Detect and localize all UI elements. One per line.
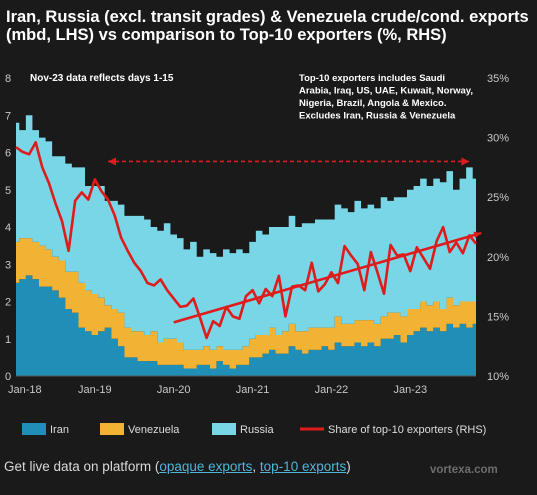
legend-label: Iran [50,424,69,436]
trend-arrowhead [473,231,482,239]
note-right-line: Arabia, Iraq, US, UAE, Kuwait, Norway, [299,86,473,97]
note-right-line: Nigeria, Brazil, Angola & Mexico. [299,98,446,109]
y-left-tick-label: 2 [5,297,11,309]
y-left-tick-label: 4 [5,222,11,234]
note-right: Top-10 exporters includes Saudi Arabia, I… [299,73,473,122]
footer-prefix: Get live data on platform ( [4,459,160,474]
y-right-tick-label: 30% [487,133,509,145]
opaque-exports-link[interactable]: opaque exports [159,459,253,474]
legend-label: Venezuela [128,424,180,436]
legend-label: Russia [240,424,275,436]
trend-line [173,231,482,324]
legend-swatch [212,423,236,435]
share-line [15,141,478,340]
y-right-tick-label: 25% [487,192,509,204]
x-tick-label: Jan-22 [315,384,349,396]
y-right-tick-label: 20% [487,252,509,264]
y-right-tick-label: 10% [487,371,509,383]
legend: Iran Venezuela Russia Share of top-10 expor… [22,423,486,436]
x-tick-label: Jan-20 [157,384,191,396]
y-right-tick-label: 35% [487,73,509,85]
range-arrow-left-head [108,157,116,166]
y-left-tick-label: 0 [5,371,11,383]
y-right-tick-label: 15% [487,311,509,323]
legend-swatch [22,423,46,435]
chart-title: Iran, Russia (excl. transit grades) & Ve… [6,8,529,44]
note-left: Nov-23 data reflects days 1-15 [30,73,174,84]
x-tick-label: Jan-18 [8,384,42,396]
y-left-tick-label: 3 [5,259,11,271]
x-tick-label: Jan-23 [393,384,427,396]
range-arrow-right-head [461,157,470,166]
area-venezuela [16,238,476,369]
footer-suffix: ) [346,459,351,474]
y-left-tick-label: 7 [5,110,11,122]
x-tick-label: Jan-21 [236,384,270,396]
y-left-tick-label: 1 [5,334,11,346]
x-tick-label: Jan-19 [78,384,112,396]
legend-label: Share of top-10 exporters (RHS) [328,424,486,436]
y-left-tick-label: 8 [5,73,11,85]
note-right-line: Top-10 exporters includes Saudi [299,73,445,84]
y-left-tick-label: 5 [5,185,11,197]
footer-sep: , [252,459,260,474]
area-russia [16,115,476,350]
legend-swatch [100,423,124,435]
brand-logo: vortexa.com [430,464,498,476]
area-iran [16,275,476,376]
y-left-tick-label: 6 [5,148,11,160]
note-right-line: Excludes Iran, Russia & Venezuela [299,111,456,122]
top10-exports-link[interactable]: top-10 exports [259,459,347,474]
footer: Get live data on platform (opaque export… [4,459,351,474]
